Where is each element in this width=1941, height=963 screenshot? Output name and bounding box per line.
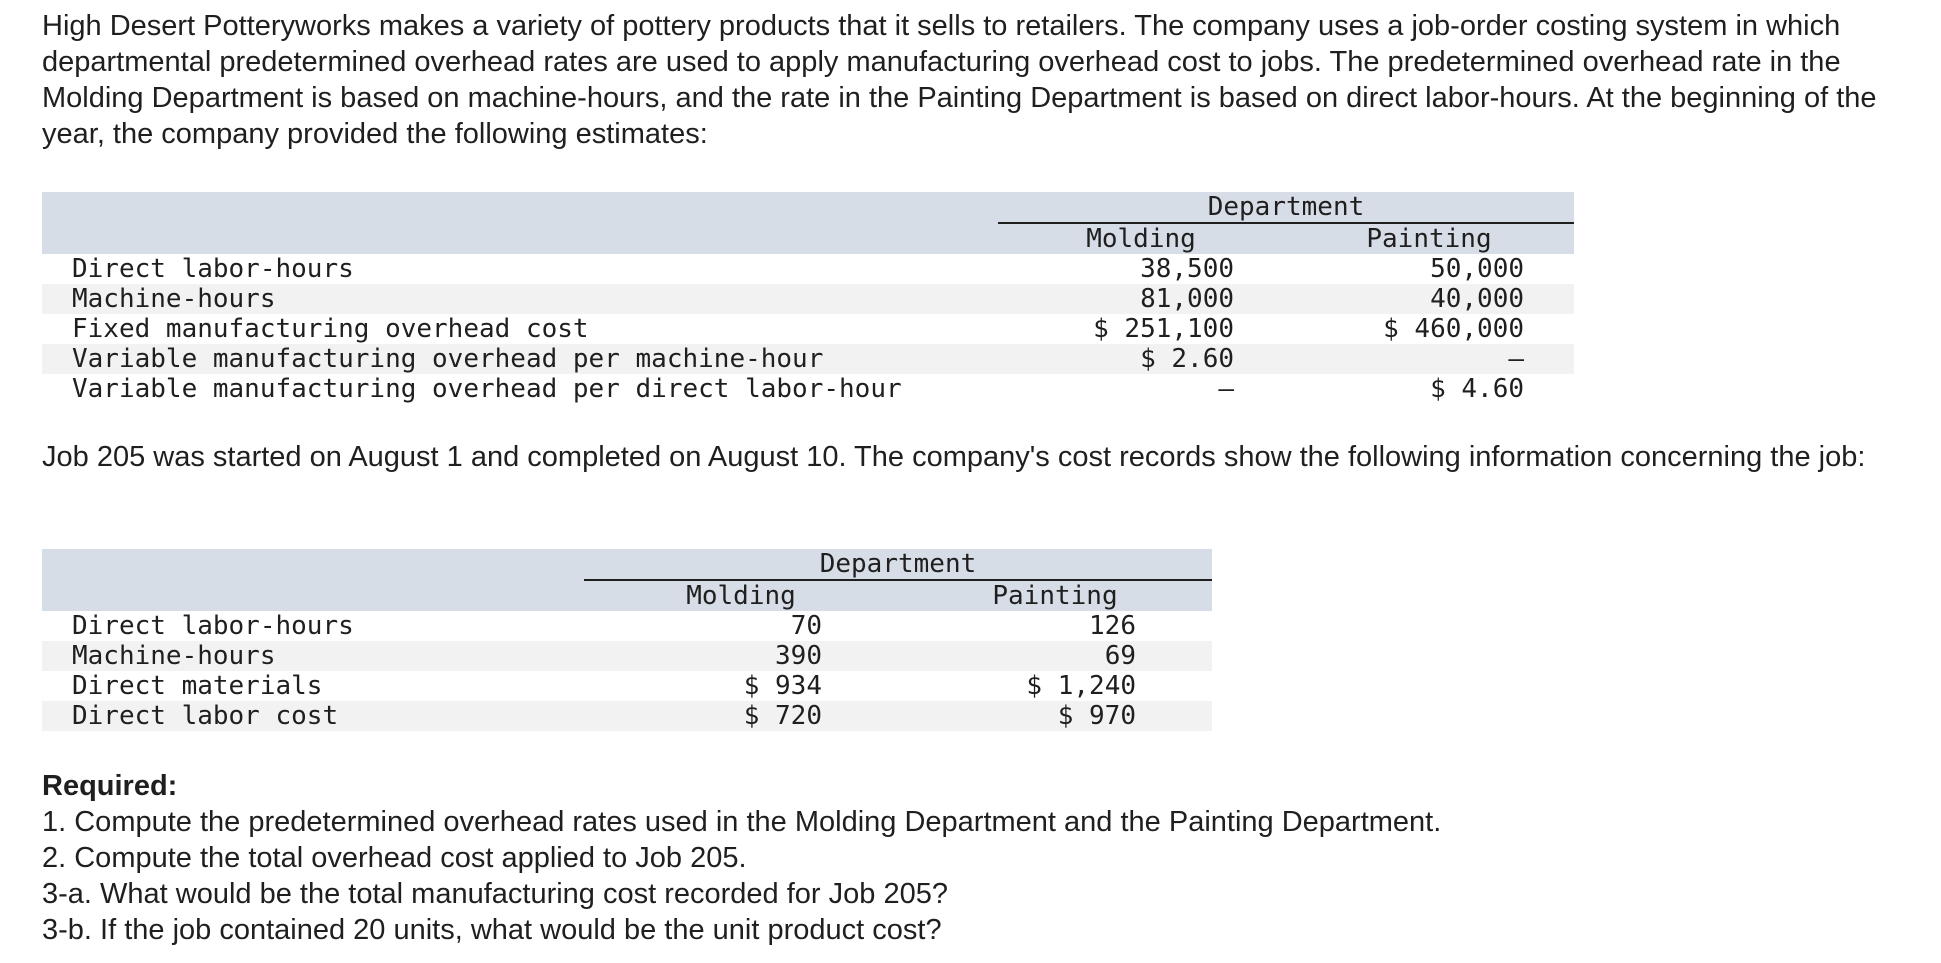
intro-paragraph: High Desert Potteryworks makes a variety…	[42, 10, 1877, 150]
table-row: Direct labor-hours 38,500 50,000	[42, 254, 1574, 284]
painting-value: $ 460,000	[1284, 314, 1574, 344]
job-department-header: Department	[584, 549, 1212, 581]
row-label: Variable manufacturing overhead per dire…	[42, 374, 998, 404]
required-item-3b: 3-b. If the job contained 20 units, what…	[42, 914, 942, 946]
row-label: Direct materials	[42, 671, 584, 701]
molding-value: 390	[584, 641, 898, 671]
job-header-blank	[42, 580, 584, 611]
row-label: Fixed manufacturing overhead cost	[42, 314, 998, 344]
estimates-table: Department Molding Painting Direct labor…	[42, 192, 1574, 404]
job-paragraph: Job 205 was started on August 1 and comp…	[42, 441, 1866, 473]
molding-value: –	[998, 374, 1284, 404]
estimates-header-blank	[42, 223, 998, 254]
table-row: Fixed manufacturing overhead cost $ 251,…	[42, 314, 1574, 344]
job-column-header-row: Molding Painting	[42, 580, 1212, 611]
molding-value: $ 2.60	[998, 344, 1284, 374]
table-row: Variable manufacturing overhead per dire…	[42, 374, 1574, 404]
table-row: Variable manufacturing overhead per mach…	[42, 344, 1574, 374]
job-header-blank	[42, 549, 584, 580]
job-table: Department Molding Painting Direct labor…	[42, 549, 1212, 731]
painting-value: $ 1,240	[898, 671, 1212, 701]
estimates-col-painting: Painting	[1284, 223, 1574, 254]
painting-value: $ 4.60	[1284, 374, 1574, 404]
estimates-group-header-row: Department	[42, 192, 1574, 224]
painting-value: 50,000	[1284, 254, 1574, 284]
estimates-column-header-row: Molding Painting	[42, 223, 1574, 254]
molding-value: 81,000	[998, 284, 1284, 314]
row-label: Direct labor-hours	[42, 611, 584, 641]
estimates-col-molding: Molding	[998, 223, 1284, 254]
painting-value: 69	[898, 641, 1212, 671]
painting-value: $ 970	[898, 701, 1212, 731]
table-row: Machine-hours 81,000 40,000	[42, 284, 1574, 314]
row-label: Direct labor-hours	[42, 254, 998, 284]
row-label: Machine-hours	[42, 641, 584, 671]
molding-value: $ 934	[584, 671, 898, 701]
painting-value: 40,000	[1284, 284, 1574, 314]
molding-value: 70	[584, 611, 898, 641]
table-row: Direct labor-hours 70 126	[42, 611, 1212, 641]
required-item-2: 2. Compute the total overhead cost appli…	[42, 842, 747, 874]
required-item-1: 1. Compute the predetermined overhead ra…	[42, 806, 1442, 838]
molding-value: $ 720	[584, 701, 898, 731]
painting-value: 126	[898, 611, 1212, 641]
table-row: Machine-hours 390 69	[42, 641, 1212, 671]
row-label: Machine-hours	[42, 284, 998, 314]
painting-value: –	[1284, 344, 1574, 374]
row-label: Direct labor cost	[42, 701, 584, 731]
required-item-3a: 3-a. What would be the total manufacturi…	[42, 878, 948, 910]
job-col-painting: Painting	[898, 580, 1212, 611]
table-row: Direct materials $ 934 $ 1,240	[42, 671, 1212, 701]
molding-value: $ 251,100	[998, 314, 1284, 344]
estimates-department-header: Department	[998, 192, 1574, 224]
row-label: Variable manufacturing overhead per mach…	[42, 344, 998, 374]
molding-value: 38,500	[998, 254, 1284, 284]
table-row: Direct labor cost $ 720 $ 970	[42, 701, 1212, 731]
job-group-header-row: Department	[42, 549, 1212, 581]
job-col-molding: Molding	[584, 580, 898, 611]
required-title: Required:	[42, 770, 178, 802]
estimates-header-blank	[42, 192, 998, 223]
required-section: Required: 1. Compute the predetermined o…	[42, 768, 1922, 948]
